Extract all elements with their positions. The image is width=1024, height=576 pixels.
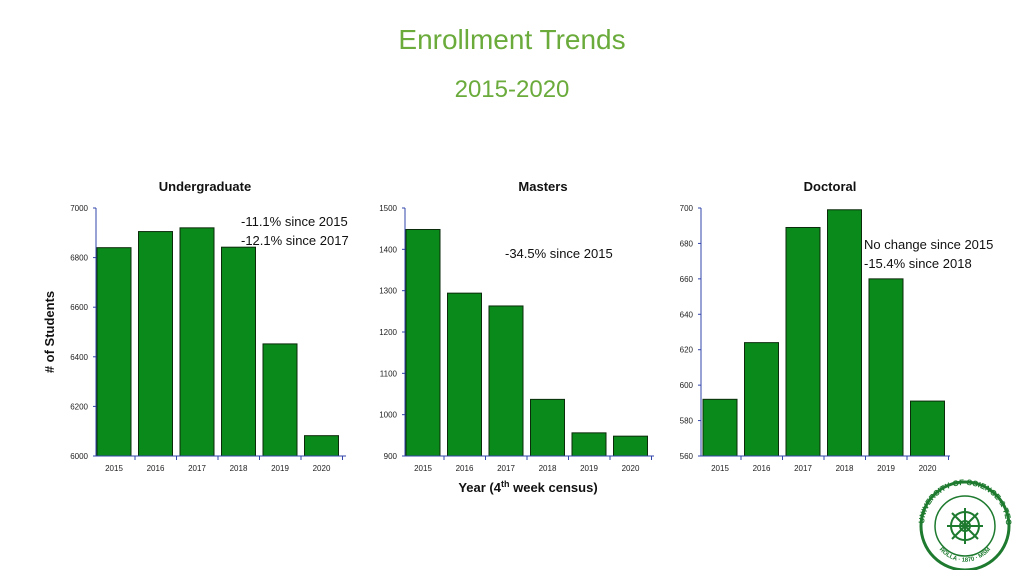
gear-icon [947, 508, 983, 544]
masters-y-tick-label: 1300 [379, 287, 397, 296]
university-seal-icon: MISSOURI UNIVERSITY OF SCIENCE & TECHNOL… [910, 478, 1013, 570]
page-title: Enrollment Trends [398, 24, 626, 55]
doctoral-y-tick-label: 620 [680, 346, 694, 355]
y-axis-label: # of Students [42, 291, 57, 373]
x-axis-label-sup: th [501, 479, 510, 489]
masters-y-tick-label: 900 [384, 452, 398, 461]
masters-x-tick-label-2015: 2015 [414, 464, 432, 473]
doctoral-x-tick-label-2016: 2016 [753, 464, 771, 473]
undergraduate-bar-2019 [262, 343, 298, 457]
undergraduate-bar-2017 [179, 227, 215, 457]
undergraduate-y-tick-label: 6400 [70, 353, 88, 362]
undergraduate-y-tick-label: 6800 [70, 254, 88, 263]
masters-bar-2017 [488, 305, 524, 457]
undergraduate-x-tick-label-2017: 2017 [188, 464, 206, 473]
doctoral-x-tick-label-2015: 2015 [711, 464, 729, 473]
masters-bar-2018 [530, 398, 565, 457]
x-axis-label-rest: week census) [510, 480, 598, 495]
doctoral-x-tick-label-2017: 2017 [794, 464, 812, 473]
doctoral-y-tick-label: 700 [680, 204, 694, 213]
doctoral-y-tick-label: 560 [680, 452, 694, 461]
masters-x-tick-label-2016: 2016 [456, 464, 474, 473]
doctoral-bar-2020 [910, 400, 945, 457]
doctoral-bar-2017 [785, 226, 821, 457]
masters-x-tick-label-2018: 2018 [539, 464, 557, 473]
undergraduate-bar-2015 [96, 247, 132, 457]
undergraduate-x-tick-label-2019: 2019 [271, 464, 289, 473]
masters-chart-title: Masters [518, 179, 567, 194]
undergraduate-annotation-2: -12.1% since 2017 [241, 233, 349, 248]
undergraduate-chart-title: Undergraduate [159, 179, 251, 194]
masters-y-tick-label: 1100 [380, 369, 398, 378]
masters-y-tick-label: 1000 [379, 411, 397, 420]
masters-annotation-1: -34.5% since 2015 [505, 246, 613, 261]
doctoral-annotation-1: No change since 2015 [864, 237, 993, 252]
undergraduate-x-tick-label-2016: 2016 [147, 464, 165, 473]
doctoral-y-tick-label: 680 [680, 239, 694, 248]
doctoral-y-tick-label: 640 [680, 310, 694, 319]
masters-x-tick-label-2017: 2017 [497, 464, 515, 473]
undergraduate-y-tick-label: 6200 [70, 402, 88, 411]
chart-group: Undergraduate 6000 6200 6400 6600 6800 7000 201… [70, 179, 993, 473]
doctoral-annotation-2: -15.4% since 2018 [864, 256, 972, 271]
undergraduate-x-tick-label-2020: 2020 [313, 464, 331, 473]
doctoral-x-tick-label-2019: 2019 [877, 464, 895, 473]
undergraduate-x-tick-label-2018: 2018 [230, 464, 248, 473]
doctoral-bar-2019 [868, 278, 904, 457]
page-subtitle: 2015-2020 [454, 76, 570, 103]
doctoral-x-tick-label-2018: 2018 [836, 464, 854, 473]
undergraduate-bar-2020 [304, 435, 339, 457]
doctoral-bar-2016 [744, 342, 779, 457]
undergraduate-annotation-1: -11.1% since 2015 [241, 214, 348, 229]
doctoral-bar-2015 [702, 398, 738, 457]
doctoral-bar-2018 [827, 209, 862, 457]
doctoral-y-tick-label: 580 [680, 417, 694, 426]
undergraduate-bar-2016 [138, 231, 173, 457]
doctoral-chart-title: Doctoral [804, 179, 857, 194]
doctoral-y-tick-label: 600 [680, 381, 694, 390]
masters-y-tick-label: 1400 [379, 245, 397, 254]
undergraduate-y-tick-label: 7000 [70, 204, 88, 213]
doctoral-x-tick-label-2020: 2020 [919, 464, 937, 473]
undergraduate-y-tick-label: 6000 [70, 452, 88, 461]
x-axis-label-main: Year (4 [458, 480, 501, 495]
masters-x-tick-label-2019: 2019 [580, 464, 598, 473]
masters-bar-2015 [405, 228, 441, 457]
masters-x-tick-label-2020: 2020 [622, 464, 640, 473]
doctoral-y-tick-label: 660 [680, 275, 694, 284]
masters-bar-2019 [571, 432, 607, 457]
seal-text-top: MISSOURI UNIVERSITY OF SCIENCE & TECHNOL… [910, 478, 1013, 526]
undergraduate-x-tick-label-2015: 2015 [105, 464, 123, 473]
undergraduate-y-tick-label: 6600 [70, 303, 88, 312]
masters-y-tick-label: 1500 [379, 204, 397, 213]
x-axis-label: Year (4th week census) [458, 479, 597, 495]
masters-bar-2016 [447, 292, 482, 457]
undergraduate-bar-2018 [221, 246, 256, 457]
masters-bar-2020 [613, 435, 648, 457]
masters-y-tick-label: 1200 [379, 328, 397, 337]
